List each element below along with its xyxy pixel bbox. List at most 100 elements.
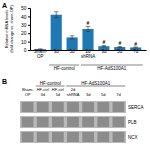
blot-band	[67, 102, 79, 112]
blot-band	[22, 117, 34, 127]
text-line: 3d	[54, 49, 60, 54]
error-bar	[86, 26, 90, 31]
y-axis-line	[28, 9, 31, 51]
blot-band	[113, 102, 125, 112]
lane-label: HF-ctrl5d	[52, 87, 64, 97]
text-line: 7d	[116, 92, 120, 97]
error-bar	[70, 36, 74, 39]
lane-label: 7d	[116, 92, 120, 97]
blot-band	[52, 132, 64, 142]
group-label: HF-control	[40, 81, 61, 86]
panel-label: B	[2, 78, 7, 85]
y-tick-label: 40	[21, 14, 27, 20]
blot-band	[37, 117, 49, 127]
blot-band	[82, 132, 94, 142]
error-bar-line	[133, 47, 137, 48]
text-line: 5d	[101, 92, 105, 97]
text-line: 5d	[56, 92, 60, 97]
blot-band	[67, 117, 79, 127]
x-tick-label: 3d	[54, 49, 60, 54]
error-bar-line	[70, 35, 74, 36]
blot-band	[82, 102, 94, 112]
y-tick-mark	[28, 25, 30, 26]
text-line: OP	[25, 92, 31, 97]
chart: A####01020304050Sham-OP3d5d2dshRNA3d5d7d…	[0, 0, 150, 148]
error-bar-line	[86, 26, 90, 27]
blot-band	[113, 117, 125, 127]
lane-label: 2dshRNA	[67, 87, 80, 97]
panel-label: A	[2, 2, 7, 9]
lane-label: Sham-OP	[22, 87, 34, 97]
error-bar-line	[72, 36, 73, 39]
blot-band	[22, 132, 34, 142]
panel-a: A####01020304050Sham-OP3d5d2dshRNA3d5d7d…	[2, 2, 147, 71]
blot-band	[97, 117, 109, 127]
y-tick-label: 0	[24, 47, 27, 53]
text-line: 3d	[40, 92, 44, 97]
lane-label: HF-ctrl3d	[37, 87, 49, 97]
blot-row-background	[20, 101, 126, 113]
y-tick-mark	[28, 33, 30, 34]
y-tick: 20	[21, 30, 30, 36]
x-tick: 2dshRNA	[81, 49, 95, 59]
error-bar-line	[56, 12, 57, 18]
blot-row-label: SERCA	[128, 105, 144, 110]
y-tick-mark	[28, 8, 30, 9]
y-tick-mark	[28, 42, 30, 43]
annotation: #	[87, 20, 90, 26]
annotation: #	[134, 41, 137, 47]
annotation: #	[118, 40, 121, 46]
error-bar-line	[102, 45, 106, 46]
text-line: (fold change vs. sham-OP)	[9, 5, 14, 53]
error-bar-line	[54, 17, 58, 18]
blot-band	[67, 132, 79, 142]
blot-band	[37, 132, 49, 142]
y-axis-label: Relative mRNA levels(fold change vs. sha…	[4, 5, 14, 53]
x-tick: 5d	[70, 49, 76, 54]
blot-row-background	[20, 131, 126, 143]
x-tick: 3d	[54, 49, 60, 54]
y-tick-label: 30	[21, 22, 27, 28]
y-tick: 0	[24, 47, 30, 53]
panel-b: B SERCA PLB NCX Sham-OPHF-ctrl3dHF-ctrl5d2ds…	[2, 78, 144, 143]
y-tick-label: 10	[21, 39, 27, 45]
text-line: 3d	[86, 92, 90, 97]
blot-row-label: NCX	[128, 135, 138, 140]
text-line: 3d	[101, 49, 107, 54]
text-line: shRNA	[81, 54, 95, 59]
blot-row-background	[20, 116, 126, 128]
blot-band	[82, 117, 94, 127]
blot-band	[52, 102, 64, 112]
y-tick: 40	[21, 14, 30, 20]
group-bracket	[66, 86, 125, 87]
y-tick-label: 20	[21, 30, 27, 36]
x-tick-label: 7d	[133, 49, 139, 54]
blot-row	[20, 116, 126, 128]
group-label: HF-AdS100A1	[81, 81, 111, 86]
lane-label: 5d	[101, 92, 105, 97]
error-bar	[102, 46, 106, 47]
group-bracket	[36, 86, 65, 87]
blot-row	[20, 131, 126, 143]
y-tick: 30	[21, 22, 30, 28]
text-line: shRNA	[67, 92, 80, 97]
error-bar-line	[88, 26, 89, 31]
y-tick-mark	[28, 16, 30, 17]
y-tick: 50	[21, 5, 30, 11]
lane-label: 3d	[86, 92, 90, 97]
y-tick-label: 50	[21, 5, 27, 11]
x-tick-label: 2dshRNA	[81, 49, 95, 59]
x-tick: 7d	[133, 49, 139, 54]
x-tick-label: 3d	[101, 49, 107, 54]
x-tick: Sham-OP	[34, 49, 48, 59]
blot-row-label: PLB	[128, 120, 137, 125]
text-line: 5d	[70, 49, 76, 54]
error-bar-line	[54, 11, 58, 12]
text-line: 7d	[133, 49, 139, 54]
error-bar	[54, 12, 58, 18]
x-tick-label: 5d	[70, 49, 76, 54]
error-bar-line	[70, 39, 74, 40]
bar	[51, 15, 62, 50]
blot-band	[97, 102, 109, 112]
plot-area	[35, 12, 141, 50]
